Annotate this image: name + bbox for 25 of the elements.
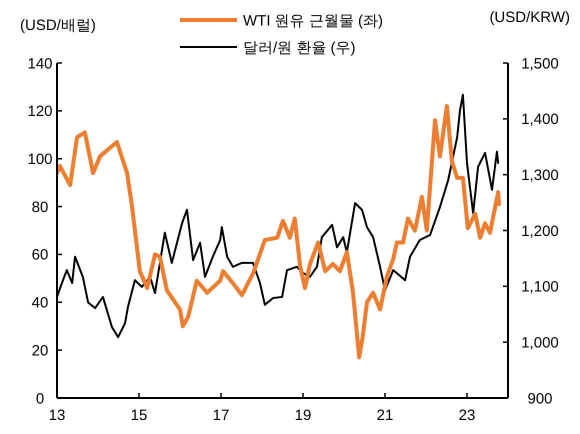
y-tick-label: 40 xyxy=(32,294,48,312)
y2-tick-label: 1,500 xyxy=(521,55,559,72)
x-tick-label: 23 xyxy=(458,407,476,424)
y-tick-label: 140 xyxy=(27,55,53,72)
y-tick-label: 120 xyxy=(27,103,53,120)
y-axis-title: (USD/배럴) xyxy=(20,17,96,34)
legend-label: 달러/원 환율 (우) xyxy=(243,39,356,56)
x-tick-label: 13 xyxy=(48,407,66,424)
y-tick-label: 20 xyxy=(32,342,48,360)
x-tick-label: 21 xyxy=(376,407,394,424)
y-tick-label: 80 xyxy=(32,198,48,216)
y2-tick-label: 1,000 xyxy=(521,334,559,352)
y2-axis-title: (USD/KRW) xyxy=(489,9,570,26)
x-tick-label: 17 xyxy=(212,407,230,424)
legend-label: WTI 원유 근월물 (좌) xyxy=(243,12,383,30)
x-tick-label: 19 xyxy=(294,407,312,424)
y-tick-label: 60 xyxy=(32,246,48,264)
y-tick-label: 100 xyxy=(27,150,53,168)
y-tick-label: 0 xyxy=(36,390,44,408)
y2-tick-label: 1,300 xyxy=(521,166,559,184)
x-tick-label: 15 xyxy=(130,407,148,424)
y2-tick-label: 1,400 xyxy=(521,111,559,128)
y2-tick-label: 900 xyxy=(527,390,553,408)
y2-tick-label: 1,200 xyxy=(521,222,559,240)
y2-tick-label: 1,100 xyxy=(521,278,559,296)
